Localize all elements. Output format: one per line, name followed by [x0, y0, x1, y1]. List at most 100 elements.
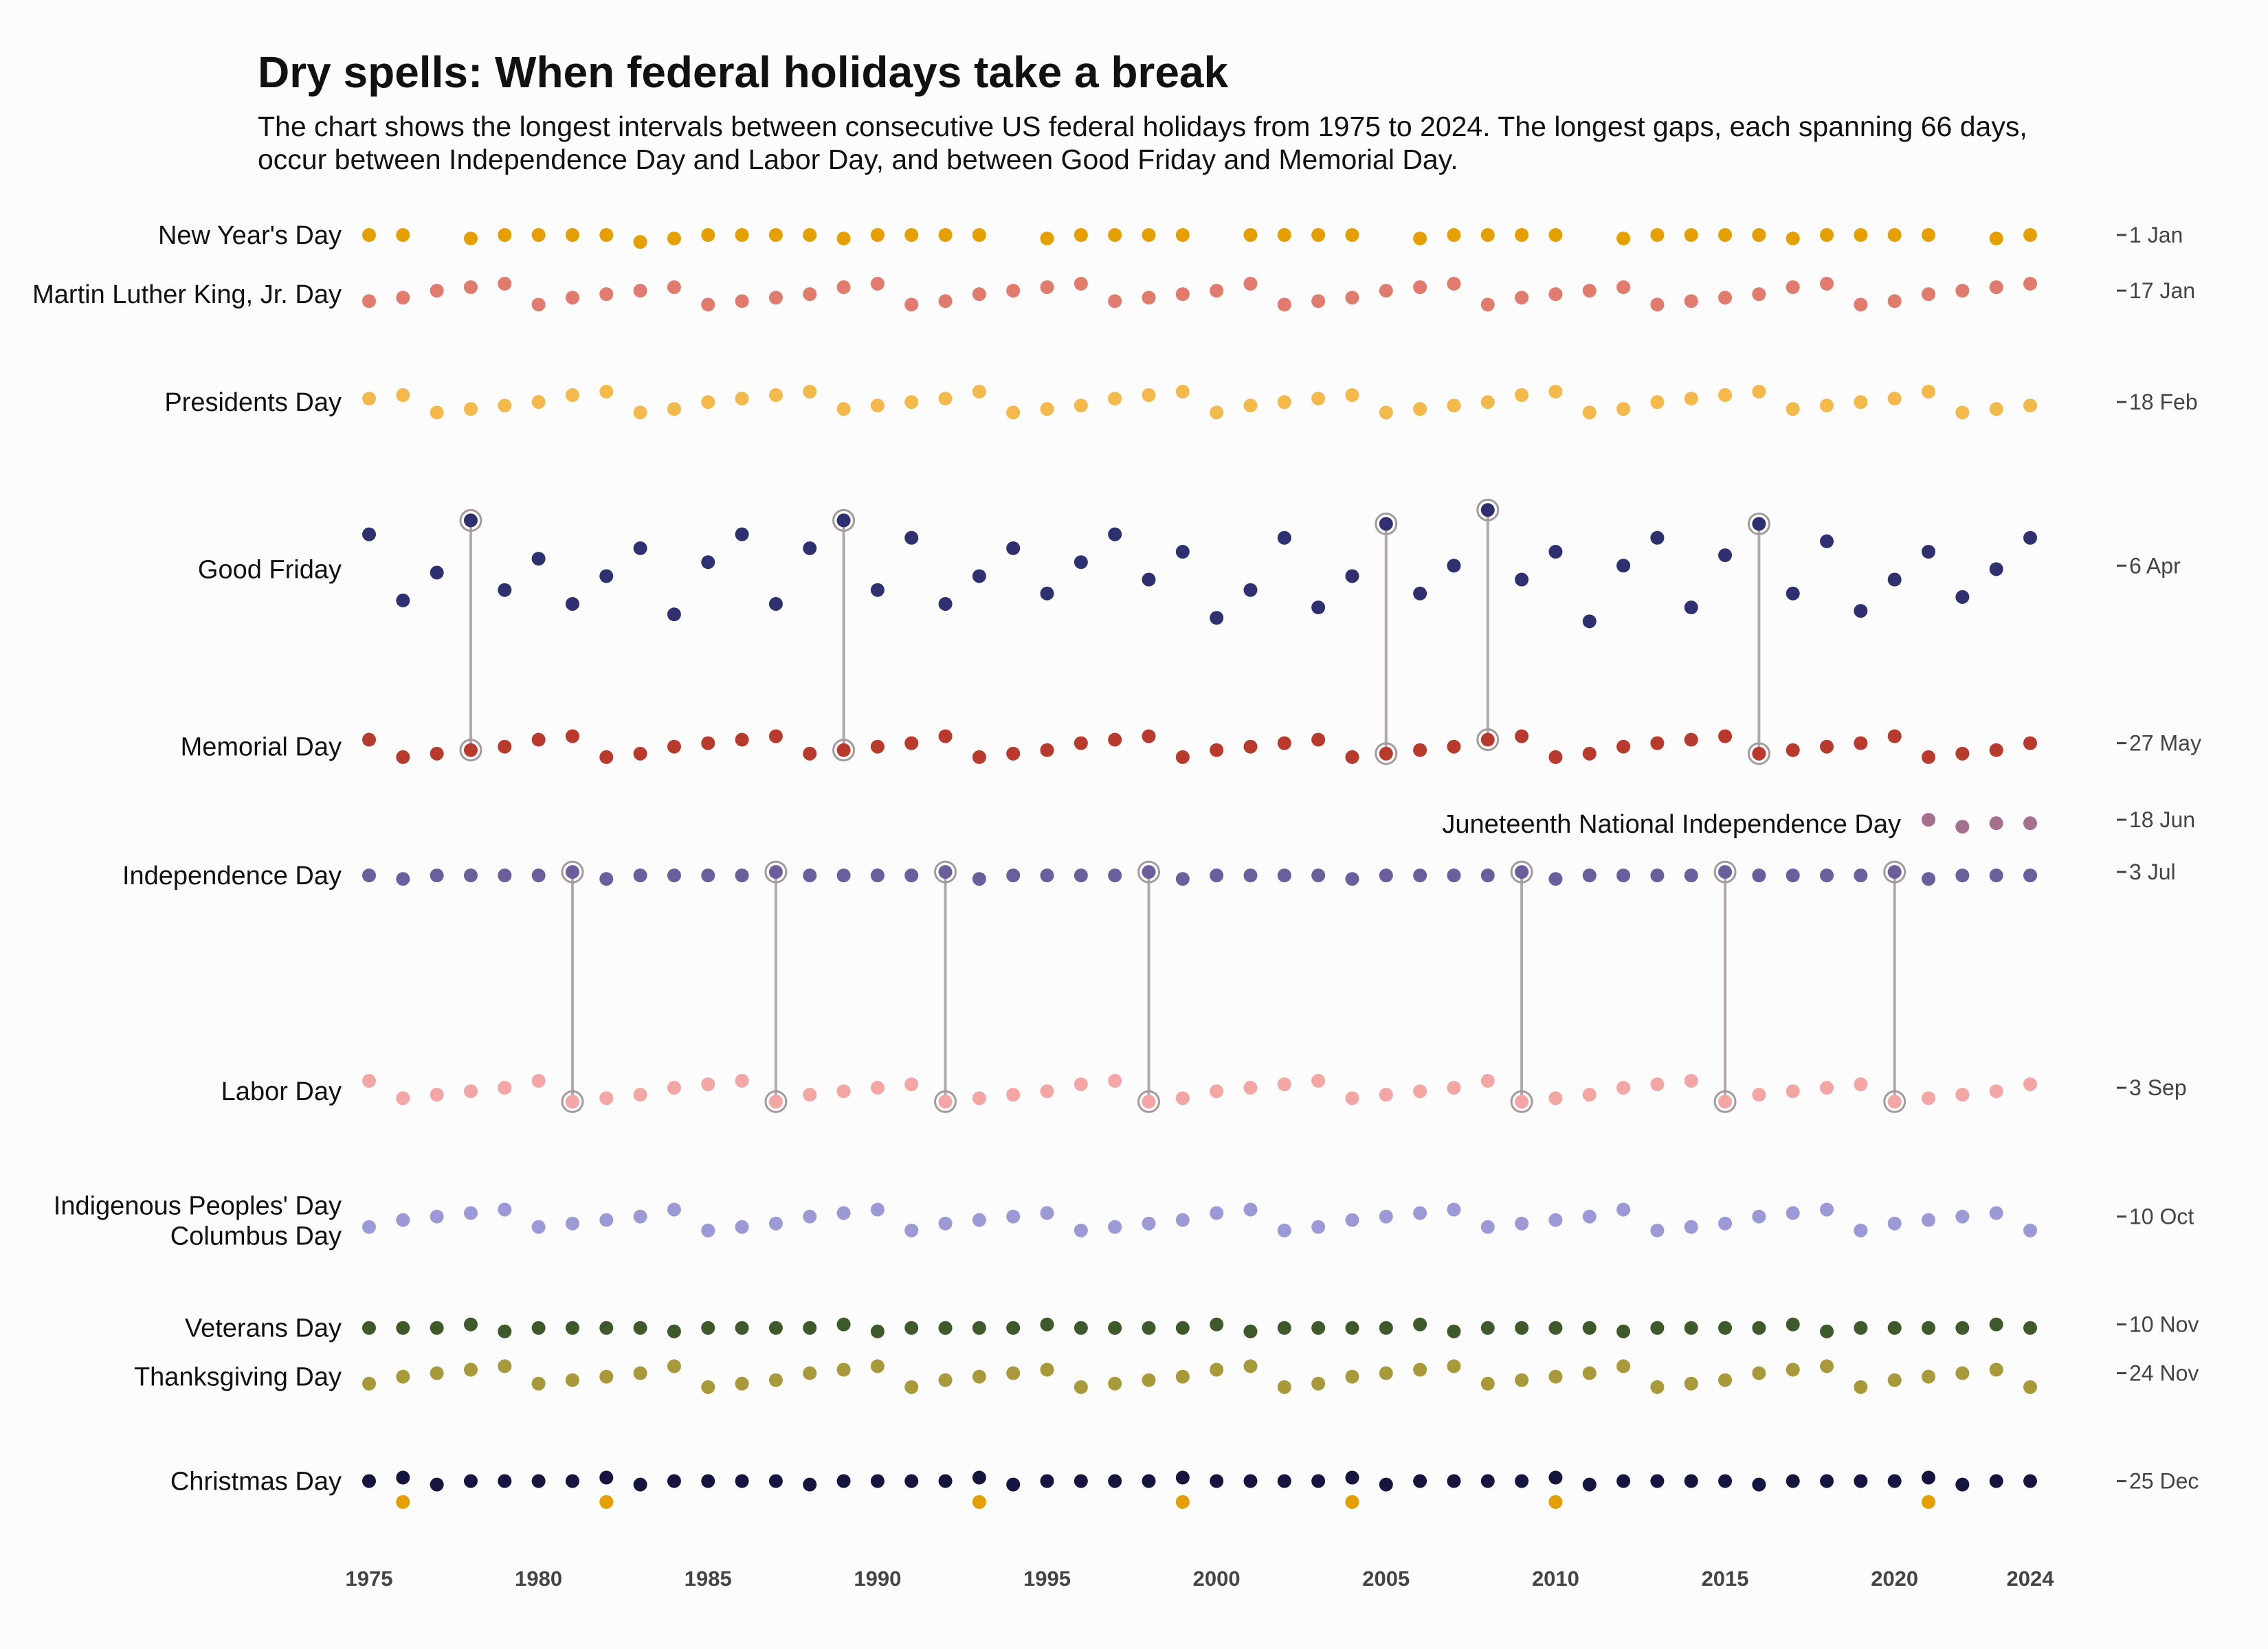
- data-point: [1277, 395, 1291, 410]
- data-point: [1955, 746, 1970, 761]
- data-point: [1820, 1202, 1834, 1217]
- data-point: [735, 1321, 749, 1335]
- series-label: Indigenous Peoples' Day: [54, 1192, 342, 1221]
- highlight-ring: [561, 860, 584, 884]
- data-point: [1989, 816, 2003, 831]
- data-point: [498, 228, 512, 242]
- data-point: [1955, 1366, 1970, 1380]
- data-point: [1887, 1474, 1902, 1488]
- data-point: [938, 1321, 953, 1335]
- data-point: [1854, 604, 1868, 618]
- data-point: [1650, 868, 1665, 883]
- x-tick-label: 2010: [1532, 1567, 1579, 1591]
- series-label: Independence Day: [122, 862, 342, 890]
- data-point: [870, 868, 885, 883]
- data-point: [803, 1477, 817, 1492]
- data-point: [1175, 1213, 1190, 1227]
- data-point: [972, 384, 986, 399]
- data-point: [803, 1321, 817, 1335]
- data-point: [836, 1084, 851, 1099]
- data-point: [463, 868, 478, 883]
- data-point: [1752, 1209, 1766, 1224]
- data-point: [599, 750, 614, 764]
- data-point: [972, 569, 986, 583]
- data-point: [904, 736, 919, 750]
- data-point: [1786, 1362, 1800, 1377]
- data-point: [870, 1202, 885, 1217]
- series-label: Christmas Day: [170, 1468, 342, 1496]
- data-point: [1922, 1369, 1936, 1384]
- data-point: [633, 1088, 647, 1102]
- data-point: [531, 1474, 546, 1488]
- data-point: [1480, 503, 1495, 517]
- data-point: [768, 228, 783, 242]
- data-point: [1718, 1216, 1733, 1231]
- data-point: [1040, 868, 1054, 883]
- data-point: [803, 287, 817, 302]
- data-point: [599, 1495, 614, 1509]
- data-point: [904, 228, 919, 242]
- data-point: [1345, 1369, 1359, 1384]
- data-point: [1379, 1088, 1393, 1102]
- data-point: [565, 388, 579, 403]
- x-tick-label: 2020: [1871, 1567, 1918, 1591]
- data-point: [836, 1362, 851, 1377]
- data-point: [1718, 729, 1733, 743]
- data-point: [633, 1477, 647, 1492]
- data-point: [565, 1321, 579, 1335]
- data-point: [803, 868, 817, 883]
- data-point: [1548, 1470, 1563, 1485]
- data-point: [633, 235, 647, 249]
- data-point: [1480, 395, 1495, 410]
- highlight-ring: [1747, 742, 1770, 765]
- data-point: [1074, 1223, 1088, 1237]
- data-point: [768, 291, 783, 305]
- data-point: [2023, 1380, 2037, 1394]
- data-point: [1922, 384, 1936, 399]
- data-point: [1922, 1495, 1936, 1509]
- data-point: [463, 402, 478, 416]
- data-point: [362, 868, 376, 883]
- data-point: [1413, 1206, 1427, 1220]
- series-label: Columbus Day: [170, 1222, 342, 1251]
- data-point: [768, 1321, 783, 1335]
- data-point: [498, 583, 512, 597]
- data-point: [1277, 228, 1291, 242]
- data-point: [836, 513, 851, 528]
- data-point: [1142, 1474, 1156, 1488]
- data-point: [1515, 865, 1529, 879]
- data-point: [1955, 284, 1970, 298]
- data-point: [362, 1074, 376, 1088]
- data-point: [1650, 1474, 1665, 1488]
- data-point: [1922, 750, 1936, 764]
- data-point: [1108, 1321, 1122, 1335]
- data-point: [1175, 228, 1190, 242]
- x-tick-label: 1985: [685, 1567, 732, 1591]
- data-point: [531, 1321, 546, 1335]
- data-point: [396, 1470, 410, 1485]
- data-point: [735, 392, 749, 406]
- data-point: [599, 384, 614, 399]
- data-point: [1820, 1081, 1834, 1095]
- data-point: [1922, 545, 1936, 559]
- highlight-ring: [459, 739, 482, 762]
- data-point: [633, 1321, 647, 1335]
- data-point: [599, 1369, 614, 1384]
- data-point: [972, 1495, 986, 1509]
- x-tick-label: 1975: [346, 1567, 393, 1591]
- data-point: [1820, 1474, 1834, 1488]
- data-point: [1854, 1223, 1868, 1237]
- data-point: [667, 280, 681, 294]
- data-point: [498, 1202, 512, 1217]
- data-point: [463, 743, 478, 757]
- data-point: [1752, 868, 1766, 883]
- data-point: [396, 1321, 410, 1335]
- data-point: [836, 1206, 851, 1220]
- data-point: [362, 392, 376, 406]
- data-point: [1345, 569, 1359, 583]
- data-point: [1718, 291, 1733, 305]
- data-point: [498, 868, 512, 883]
- data-point: [599, 1321, 614, 1335]
- data-point: [2023, 399, 2037, 413]
- data-point: [430, 1321, 444, 1335]
